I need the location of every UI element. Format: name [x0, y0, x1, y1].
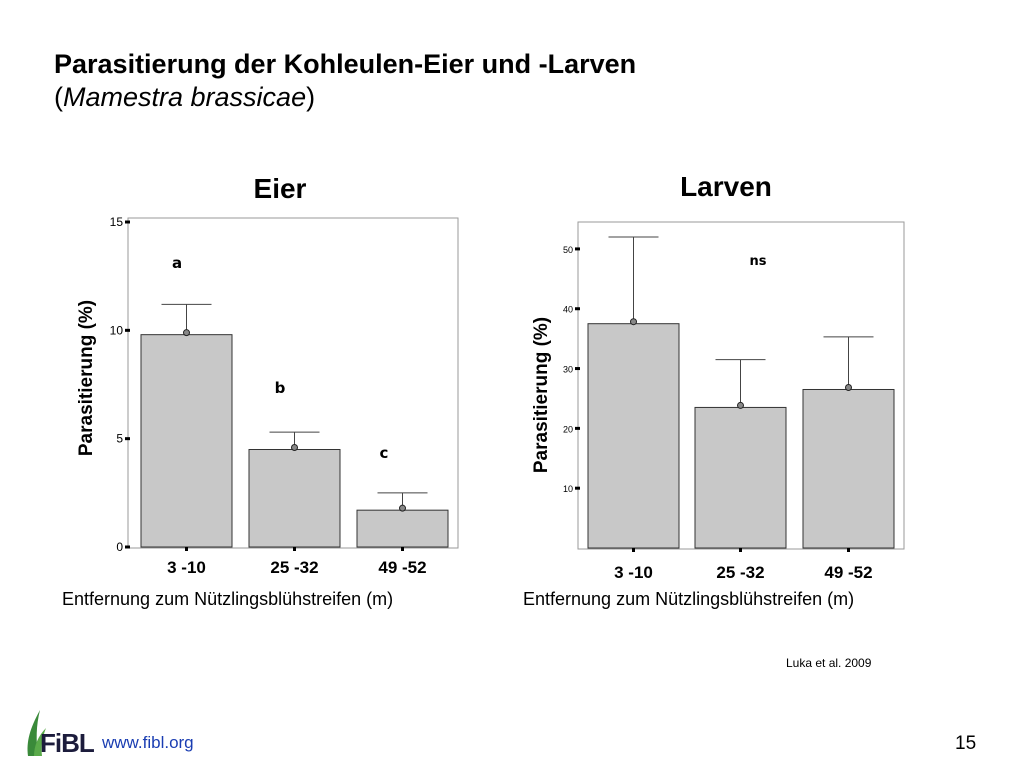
significance-letter: a	[172, 254, 182, 272]
fibl-logo-icon	[27, 710, 46, 756]
title-line-1: Parasitierung der Kohleulen-Eier und -La…	[54, 49, 637, 79]
significance-label: ns	[750, 254, 767, 269]
logo-text: FiBL	[40, 728, 95, 758]
y-tick-label: 50	[563, 245, 573, 255]
bar	[356, 509, 449, 548]
category-label: 25 -32	[716, 563, 764, 582]
mean-marker	[399, 504, 406, 512]
bar	[587, 323, 680, 549]
y-axis-label: Parasitierung (%)	[531, 317, 552, 473]
significance-letter: c	[380, 444, 389, 462]
category-label: 49 -52	[824, 563, 872, 582]
mean-marker	[291, 444, 298, 451]
category-label: 49 -52	[378, 558, 426, 577]
mean-marker	[737, 401, 744, 409]
y-tick-label: 10	[563, 484, 573, 494]
mean-marker	[845, 383, 852, 391]
y-tick-label: 40	[563, 305, 573, 315]
chart-title: Eier	[254, 173, 307, 204]
title-line-2: (Mamestra brassicae)	[54, 82, 316, 112]
y-tick-label: 20	[563, 424, 573, 434]
mean-marker	[183, 329, 190, 337]
x-axis-label-larven: Entfernung zum Nützlingsblühstreifen (m)	[523, 589, 855, 609]
y-tick-label: 0	[116, 540, 123, 554]
category-label: 3 -10	[167, 558, 206, 577]
species-name: Mamestra brassicae	[63, 82, 307, 112]
bar	[802, 388, 895, 549]
website-link[interactable]: www.fibl.org	[102, 733, 194, 752]
page-number: 15	[955, 733, 977, 754]
slide-title: Parasitierung der Kohleulen-Eier und -La…	[54, 48, 636, 114]
y-tick-label: 15	[110, 215, 124, 229]
x-axis-label-eier: Entfernung zum Nützlingsblühstreifen (m)	[62, 589, 394, 609]
significance-letter: b	[275, 379, 286, 397]
chart-title: Larven	[680, 171, 772, 202]
category-label: 25 -32	[270, 558, 318, 577]
y-tick-label: 5	[116, 432, 123, 446]
bar	[694, 406, 787, 549]
y-axis-label: Parasitierung (%)	[76, 300, 97, 456]
mean-marker	[630, 318, 637, 326]
category-label: 3 -10	[614, 563, 653, 582]
y-tick-label: 30	[563, 365, 573, 375]
source-citation: Luka et al. 2009	[786, 656, 872, 670]
y-tick-label: 10	[110, 323, 124, 337]
